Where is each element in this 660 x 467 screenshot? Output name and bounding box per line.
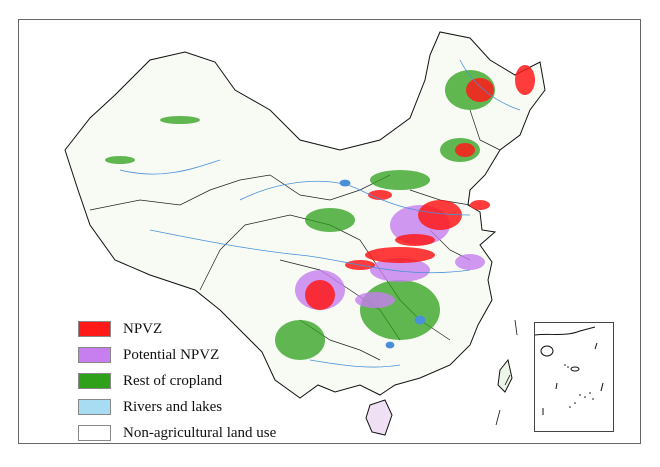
hainan-island [365, 399, 393, 436]
legend-item-non-agricultural: Non-agricultural land use [78, 420, 276, 446]
rivers-and-lakes [119, 59, 521, 368]
south-china-sea-inset [534, 322, 614, 432]
south-china-sea-islands [495, 319, 518, 426]
taiwan-island [497, 358, 513, 393]
legend-swatch-npvz [78, 321, 111, 337]
npvz-red [305, 65, 535, 310]
legend-swatch-rivers [78, 399, 111, 415]
legend-label: Potential NPVZ [123, 346, 220, 363]
legend-item-npvz: NPVZ [78, 316, 276, 342]
legend-label: Rest of cropland [123, 372, 223, 389]
legend-label: Rivers and lakes [123, 398, 223, 415]
legend-item-rivers: Rivers and lakes [78, 394, 276, 420]
inset-map [534, 326, 604, 415]
map-frame [18, 19, 641, 444]
legend: NPVZ Potential NPVZ Rest of cropland Riv… [78, 316, 276, 446]
legend-swatch-non-agricultural [78, 425, 111, 441]
legend-swatch-cropland [78, 373, 111, 389]
legend-label: Non-agricultural land use [123, 424, 277, 441]
legend-item-potential-npvz: Potential NPVZ [78, 342, 276, 368]
legend-label: NPVZ [123, 320, 163, 337]
legend-item-cropland: Rest of cropland [78, 368, 276, 394]
legend-swatch-potential-npvz [78, 347, 111, 363]
